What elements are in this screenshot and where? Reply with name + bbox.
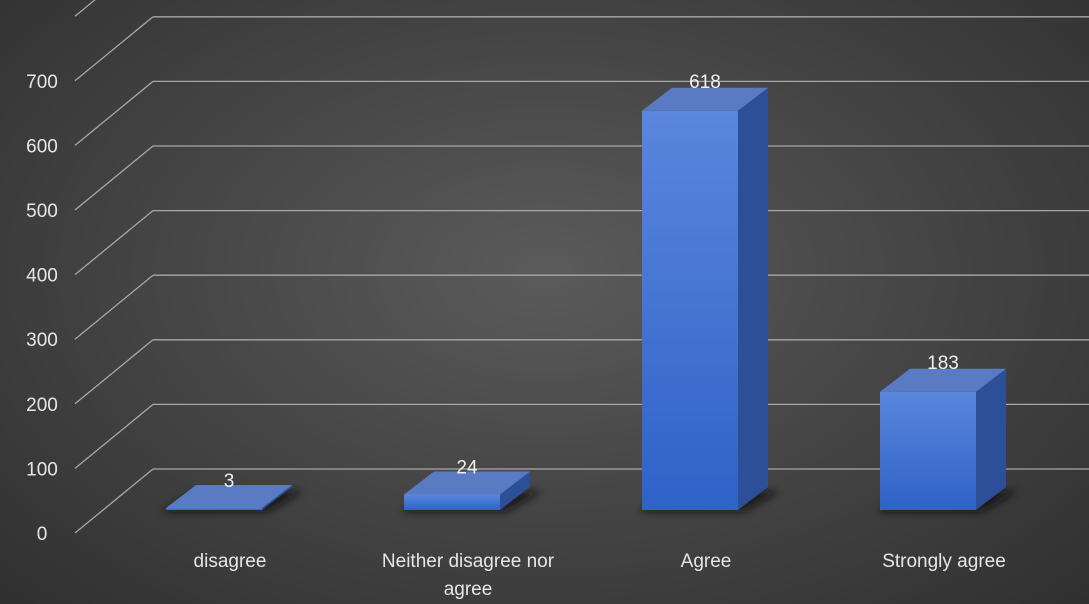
bar-top-face — [880, 368, 1006, 392]
gridline-diagonal — [74, 80, 154, 146]
bar-front-face — [166, 508, 262, 510]
gridline-diagonal — [74, 0, 96, 17]
gridline-diagonal — [74, 339, 154, 405]
gridline-diagonal — [74, 274, 154, 340]
gridlines — [74, 0, 1089, 534]
gridline-diagonal — [74, 16, 154, 82]
gridline-diagonal — [74, 145, 154, 211]
category-label: Neither disagree nor — [382, 551, 555, 572]
y-tick-label: 700 — [26, 72, 58, 93]
data-label: 618 — [689, 72, 721, 93]
bar-top-face — [166, 485, 292, 509]
bar-top-face — [642, 87, 768, 111]
y-tick-label: 600 — [26, 136, 58, 157]
bar-side-face — [262, 485, 292, 510]
gridline-diagonal — [74, 468, 154, 534]
bars — [162, 87, 1018, 512]
category-label: disagree — [194, 551, 267, 572]
y-tick-label: 400 — [26, 266, 58, 287]
bar-side-face — [976, 368, 1006, 510]
gridline-diagonal — [74, 403, 154, 469]
gridline-diagonal — [74, 210, 154, 276]
bar-side-face — [738, 87, 768, 510]
data-label: 3 — [224, 471, 235, 492]
y-tick-label: 0 — [37, 524, 48, 545]
y-tick-label: 100 — [26, 459, 58, 480]
y-tick-label: 200 — [26, 395, 58, 416]
x-axis-category-labels: disagree Neither disagree nor agree Agree St… — [194, 551, 1006, 600]
bar-front-face — [880, 391, 976, 510]
y-axis-tick-labels: 0 100 200 300 400 500 600 700 — [26, 72, 58, 545]
y-tick-label: 500 — [26, 201, 58, 222]
category-label: agree — [444, 579, 493, 600]
bar-front-face — [404, 494, 500, 510]
data-label: 183 — [927, 353, 959, 374]
bar-front-face — [642, 110, 738, 510]
data-labels: 3 24 618 183 — [224, 72, 959, 492]
category-label: Agree — [681, 551, 732, 572]
category-label: Strongly agree — [882, 551, 1006, 572]
y-tick-label: 300 — [26, 330, 58, 351]
bar-side-face — [500, 471, 530, 510]
bar-top-face — [404, 471, 530, 495]
data-label: 24 — [456, 457, 478, 478]
